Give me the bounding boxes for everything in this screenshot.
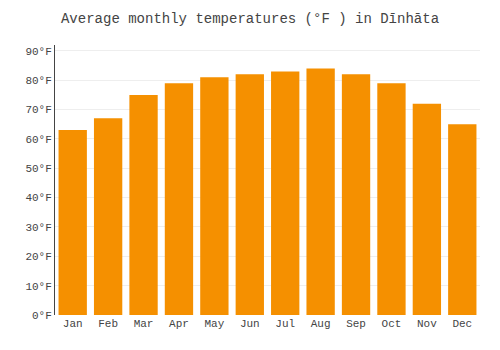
svg-text:Dec: Dec	[452, 318, 472, 330]
svg-text:Jun: Jun	[240, 318, 260, 330]
svg-text:40°F: 40°F	[25, 192, 51, 204]
svg-text:Apr: Apr	[169, 318, 189, 330]
svg-text:Jan: Jan	[63, 318, 83, 330]
svg-text:May: May	[204, 318, 224, 330]
svg-text:Mar: Mar	[134, 318, 154, 330]
svg-text:0°F: 0°F	[32, 310, 52, 322]
svg-text:90°F: 90°F	[25, 46, 51, 58]
svg-text:50°F: 50°F	[25, 163, 51, 175]
svg-text:70°F: 70°F	[25, 104, 51, 116]
svg-text:Aug: Aug	[311, 318, 331, 330]
svg-text:Sep: Sep	[346, 318, 366, 330]
svg-text:80°F: 80°F	[25, 75, 51, 87]
svg-text:Feb: Feb	[98, 318, 118, 330]
svg-text:Jul: Jul	[275, 318, 295, 330]
svg-text:Oct: Oct	[382, 318, 402, 330]
svg-text:Average monthly temperatures (: Average monthly temperatures (°F ) in Dī…	[61, 11, 439, 27]
svg-text:20°F: 20°F	[25, 251, 51, 263]
svg-text:10°F: 10°F	[25, 281, 51, 293]
svg-text:60°F: 60°F	[25, 134, 51, 146]
svg-text:30°F: 30°F	[25, 222, 51, 234]
svg-text:Nov: Nov	[417, 318, 437, 330]
